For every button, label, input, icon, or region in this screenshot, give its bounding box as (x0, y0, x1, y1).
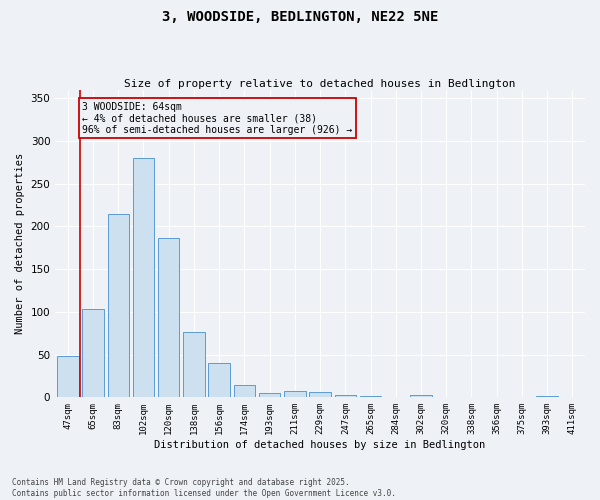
Bar (158, 238, 179, 398)
Bar (233, 384, 255, 398)
Bar (536, 396, 558, 398)
Bar (284, 392, 305, 398)
Bar (259, 393, 280, 398)
Bar (57, 356, 79, 398)
Bar (183, 332, 205, 398)
Bar (208, 363, 230, 398)
Bar (82, 310, 104, 398)
Y-axis label: Number of detached properties: Number of detached properties (15, 153, 25, 334)
Bar (410, 395, 432, 398)
Bar (360, 396, 381, 398)
Bar (133, 158, 154, 398)
Bar (335, 395, 356, 398)
Text: Contains HM Land Registry data © Crown copyright and database right 2025.
Contai: Contains HM Land Registry data © Crown c… (12, 478, 396, 498)
Text: 3, WOODSIDE, BEDLINGTON, NE22 5NE: 3, WOODSIDE, BEDLINGTON, NE22 5NE (162, 10, 438, 24)
Bar (107, 214, 129, 398)
Bar (310, 392, 331, 398)
Text: 3 WOODSIDE: 64sqm
← 4% of detached houses are smaller (38)
96% of semi-detached : 3 WOODSIDE: 64sqm ← 4% of detached house… (82, 102, 353, 135)
Title: Size of property relative to detached houses in Bedlington: Size of property relative to detached ho… (124, 79, 516, 89)
X-axis label: Distribution of detached houses by size in Bedlington: Distribution of detached houses by size … (154, 440, 486, 450)
